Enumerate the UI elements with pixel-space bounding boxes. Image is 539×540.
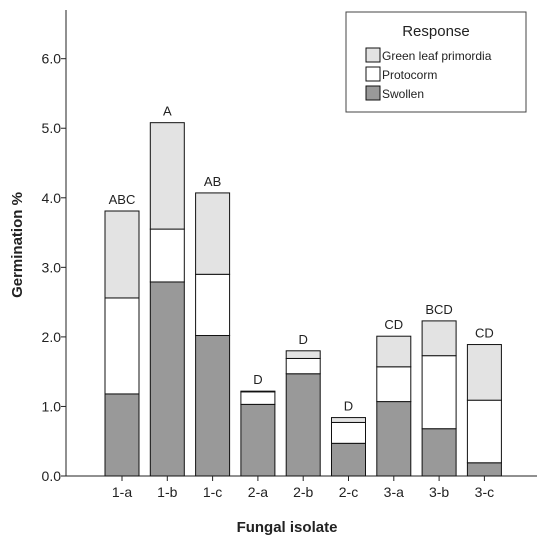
bars [104,122,502,477]
significance-label: AB [204,174,221,189]
bar-segment-swollen [331,442,366,477]
x-tick-label: 1-a [112,484,132,500]
x-tick-label: 3-a [384,484,404,500]
y-tick-labels: 0.0 1.0 2.0 3.0 4.0 5.0 6.0 [42,51,66,484]
x-tick-label: 2-a [248,484,268,500]
bar-segment-protocorm [421,355,457,430]
legend-title: Response [402,23,470,40]
bar-segment-green-leaf-primordia [149,122,185,230]
legend: Response Green leaf primordia Protocorm Sw… [345,11,527,113]
significance-label: CD [384,317,403,332]
x-tick-label: 3-b [429,484,449,500]
significance-label: CD [475,326,494,341]
bar-segment-green-leaf-primordia [421,320,457,357]
y-tick-label: 1.0 [42,398,62,414]
legend-swatch [365,85,381,101]
legend-swatch [365,47,381,63]
significance-label: A [163,104,172,119]
significance-labels: ABC A AB D D D CD BCD CD [109,104,494,414]
legend-entry-label: Swollen [382,87,424,101]
x-tick-label: 1-b [157,484,177,500]
legend-entry-label: Protocorm [382,68,437,82]
bar-segment-green-leaf-primordia [195,192,231,275]
bar-segment-protocorm [104,297,140,395]
bar-segment-swollen [240,403,276,477]
bar-segment-swollen [195,335,231,477]
bar-segment-green-leaf-primordia [104,210,140,299]
bar-segment-protocorm [240,391,276,405]
bar-segment-protocorm [466,399,502,464]
bar-segment-swollen [285,373,321,477]
y-tick-label: 5.0 [42,120,62,136]
bar-segment-protocorm [195,273,231,337]
x-tick-labels: 1-a 1-b 1-c 2-a 2-b 2-c 3-a 3-b 3-c [112,476,494,500]
legend-entries: Green leaf primordia Protocorm Swollen [365,47,492,101]
bar-segment-protocorm [285,357,321,375]
bar-segment-swollen [421,428,457,477]
x-tick-label: 3-c [475,484,494,500]
significance-label: D [253,372,262,387]
bar-segment-green-leaf-primordia [240,390,276,393]
legend-entry-label: Green leaf primordia [382,49,492,63]
bar-segment-green-leaf-primordia [466,344,502,401]
bar-segment-green-leaf-primordia [285,350,321,359]
x-axis-title: Fungal isolate [237,519,338,536]
significance-label: D [299,332,308,347]
bar-segment-swollen [466,462,502,477]
x-tick-label: 1-c [203,484,222,500]
significance-label: ABC [109,192,136,207]
bar-segment-protocorm [331,421,366,444]
bar-segment-swollen [149,281,185,477]
bar-segment-green-leaf-primordia [376,335,412,368]
y-tick-label: 2.0 [42,329,62,345]
x-tick-label: 2-c [339,484,358,500]
y-tick-label: 0.0 [42,468,62,484]
y-tick-label: 3.0 [42,259,62,275]
bar-segment-swollen [376,401,412,477]
x-tick-label: 2-b [293,484,313,500]
y-axis-title: Germination % [9,192,26,298]
bar-segment-green-leaf-primordia [331,417,366,423]
legend-swatch [365,66,381,82]
significance-label: D [344,399,353,414]
bar-segment-protocorm [376,366,412,403]
y-tick-label: 6.0 [42,51,62,67]
y-tick-label: 4.0 [42,190,62,206]
bar-segment-swollen [104,393,140,477]
significance-label: BCD [425,302,452,317]
bar-segment-protocorm [149,228,185,283]
